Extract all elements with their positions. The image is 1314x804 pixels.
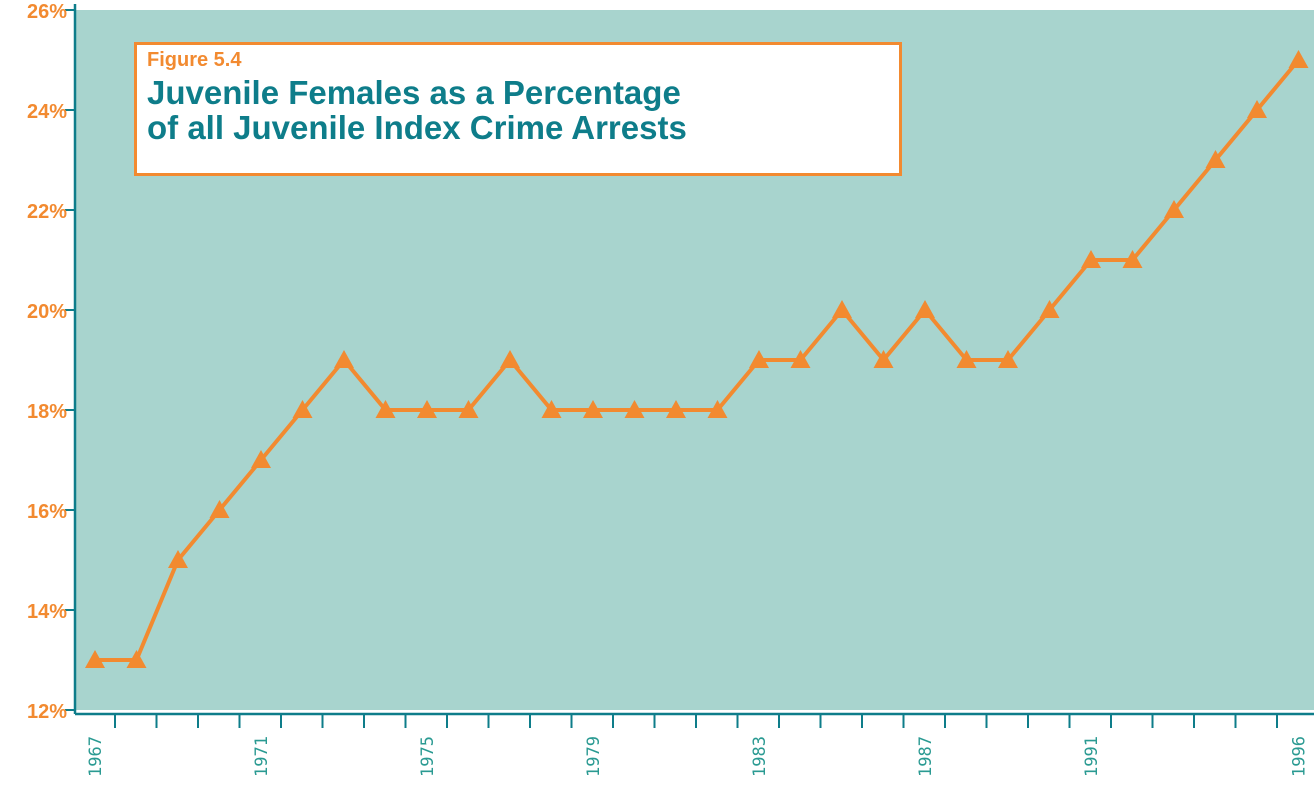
y-tick-label: 16% — [27, 501, 67, 523]
data-point-marker — [209, 500, 230, 518]
y-axis: 12% 14% 16% 18% 20% 22% 24% 26% — [27, 1, 77, 723]
data-point-marker — [417, 400, 437, 418]
y-tick-label: 22% — [27, 201, 67, 223]
data-point-marker — [707, 400, 728, 418]
data-point-marker — [251, 450, 271, 468]
data-point-marker — [85, 650, 105, 668]
y-tick-label: 20% — [27, 301, 67, 323]
data-point-marker — [458, 400, 479, 418]
series-layer — [85, 50, 1309, 668]
data-point-marker — [500, 350, 520, 368]
data-point-marker — [915, 300, 935, 318]
data-point-marker — [583, 400, 603, 418]
x-tick-label: 1971 — [252, 736, 272, 777]
data-point-marker — [334, 350, 354, 368]
data-point-marker — [168, 550, 188, 568]
data-point-marker — [1247, 100, 1267, 118]
data-point-marker — [1039, 300, 1060, 318]
x-tick-label: 1996 — [1290, 736, 1310, 777]
data-point-marker — [1205, 150, 1226, 168]
y-tick-label: 24% — [27, 101, 67, 123]
y-tick-label: 14% — [27, 601, 67, 623]
data-point-marker — [998, 350, 1018, 368]
chart-title: Juvenile Females as a Percentage of all … — [147, 75, 897, 145]
y-tick-label: 18% — [27, 401, 67, 423]
figure-label: Figure 5.4 — [147, 49, 242, 71]
x-tick-label: 1987 — [916, 736, 936, 777]
data-point-marker — [790, 350, 811, 368]
x-tick-label: 1991 — [1082, 736, 1102, 777]
x-tick-label: 1967 — [86, 736, 106, 777]
data-point-marker — [541, 400, 562, 418]
data-point-marker — [1081, 250, 1101, 268]
data-point-marker — [749, 350, 769, 368]
x-axis: 1967 1971 1975 1979 1983 1987 1991 1996 — [75, 712, 1314, 777]
data-point-marker — [832, 300, 852, 318]
chart-title-line-1: Juvenile Females as a Percentage — [147, 74, 681, 111]
x-tick-label: 1979 — [584, 736, 604, 777]
series-line — [95, 58, 1301, 662]
data-point-marker — [375, 400, 396, 418]
x-tick-label: 1975 — [418, 736, 438, 777]
data-point-marker — [1288, 50, 1309, 68]
y-tick-label: 26% — [27, 1, 67, 23]
data-point-marker — [666, 400, 686, 418]
data-point-marker — [1122, 250, 1143, 268]
x-tick-label: 1983 — [750, 736, 770, 777]
data-point-marker — [1164, 200, 1184, 218]
title-box: Figure 5.4 Juvenile Females as a Percent… — [134, 42, 902, 176]
chart-title-line-2: of all Juvenile Index Crime Arrests — [147, 109, 687, 146]
data-point-marker — [292, 400, 313, 418]
data-point-marker — [956, 350, 977, 368]
data-point-marker — [873, 350, 894, 368]
data-point-marker — [624, 400, 645, 418]
data-point-marker — [126, 650, 147, 668]
y-tick-label: 12% — [27, 701, 67, 723]
